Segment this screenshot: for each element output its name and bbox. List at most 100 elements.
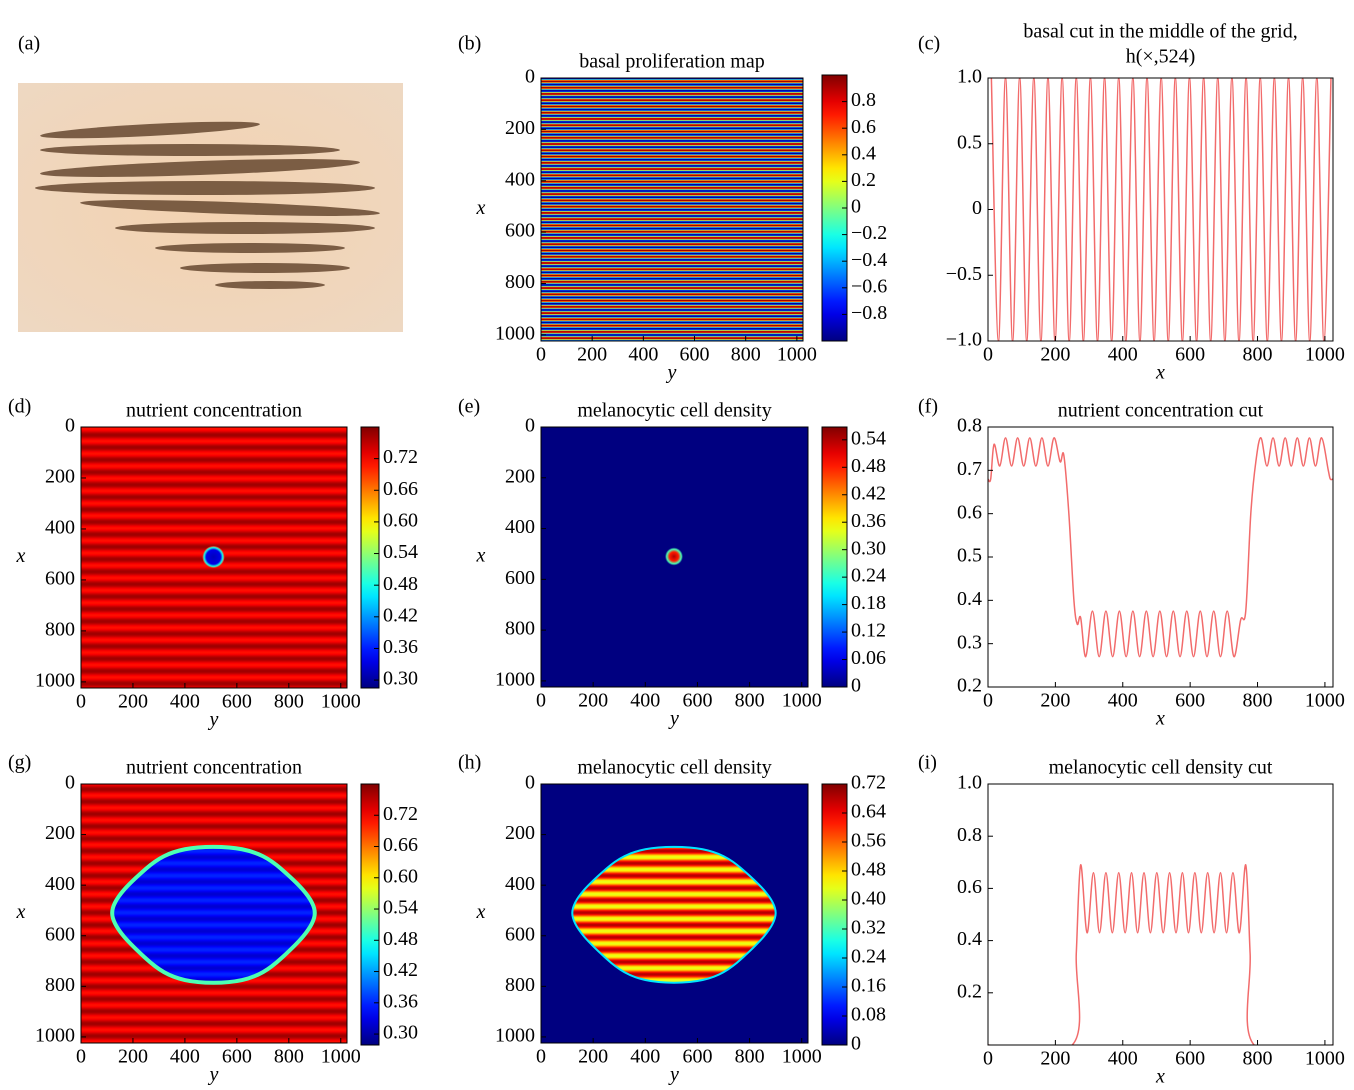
colorbar-tick-label: 0.6 [851, 116, 876, 138]
x-tick-label: 0 [983, 690, 993, 712]
x-tick-label: 200 [118, 691, 148, 713]
x-tick-label: 400 [1108, 1048, 1138, 1070]
colorbar-tick-label: 0.8 [851, 89, 876, 111]
panel: melanocytic cell density 0 200 400 600 800 100… [476, 757, 886, 1086]
y-tick-label: 0.4 [957, 928, 982, 950]
plot-area [990, 78, 1332, 341]
chart-title: nutrient concentration [126, 757, 302, 779]
y-tick-label: 200 [505, 465, 535, 487]
chart-title: melanocytic cell density cut [1049, 757, 1273, 779]
colorbar-tick-label: 0.48 [383, 573, 418, 595]
colorbar-tick-label: 0.32 [851, 917, 886, 939]
y-axis-label: x [16, 901, 26, 923]
y-tick-label: 0.4 [957, 588, 982, 610]
x-tick-label: 600 [682, 1046, 712, 1068]
colorbar-tick-label: 0.36 [851, 510, 886, 532]
colorbar-tick-label: 0 [851, 1033, 861, 1055]
photo [18, 83, 403, 332]
panel-label: (h) [458, 752, 481, 774]
x-axis-label: y [668, 1064, 679, 1086]
x-tick-label: 200 [577, 344, 607, 366]
y-tick-label: 0 [525, 772, 535, 794]
y-tick-label: 600 [45, 923, 75, 945]
colorbar-tick-label: −0.8 [851, 302, 887, 324]
y-tick-label: 0 [525, 66, 535, 88]
x-tick-label: 600 [1175, 690, 1205, 712]
x-tick-label: 400 [1108, 344, 1138, 366]
y-tick-label: 1000 [35, 1025, 75, 1047]
x-tick-label: 1000 [321, 691, 361, 713]
chart-title: nutrient concentration cut [1058, 400, 1264, 422]
panel: melanocytic cell density cut 0 200 400 600 80… [957, 757, 1345, 1088]
y-tick-label: 400 [505, 168, 535, 190]
colorbar-tick-label: 0.66 [383, 834, 418, 856]
x-tick-label: 400 [1108, 690, 1138, 712]
colorbar-tick-label: 0.16 [851, 975, 886, 997]
chart-title: basal proliferation map [579, 51, 765, 73]
y-tick-label: 1.0 [957, 772, 982, 794]
colorbar-tick-label: 0.54 [383, 541, 418, 563]
x-tick-label: 600 [682, 690, 712, 712]
plot-area [988, 437, 1333, 658]
panel: melanocytic cell density 0 200 400 600 800 100… [476, 400, 886, 730]
colorbar-tick-label: 0.72 [383, 803, 418, 825]
colorbar-tick-label: 0.30 [851, 537, 886, 559]
panel-label: (e) [458, 396, 480, 418]
colorbar-tick-label: 0.72 [851, 772, 886, 794]
y-tick-label: 0.3 [957, 631, 982, 653]
y-tick-label: 600 [505, 923, 535, 945]
y-tick-label: 800 [505, 974, 535, 996]
colorbar-tick-label: 0.42 [851, 482, 886, 504]
x-tick-label: 200 [1040, 690, 1070, 712]
x-tick-label: 800 [735, 690, 765, 712]
y-tick-label: 0.6 [957, 876, 982, 898]
y-tick-label: 1000 [35, 669, 75, 691]
x-tick-label: 400 [170, 691, 200, 713]
y-tick-label: 200 [505, 822, 535, 844]
chart-title: basal cut in the middle of the grid, [1023, 21, 1297, 43]
y-tick-label: 0.8 [957, 824, 982, 846]
x-tick-label: 0 [536, 344, 546, 366]
x-tick-label: 600 [222, 691, 252, 713]
panel-label: (c) [918, 33, 940, 55]
colorbar-tick-label: 0.42 [383, 959, 418, 981]
x-axis-label: y [208, 1064, 219, 1086]
x-tick-label: 1000 [782, 1046, 822, 1068]
colorbar-tick-label: 0.12 [851, 620, 886, 642]
x-tick-label: 200 [118, 1046, 148, 1068]
x-tick-label: 0 [983, 344, 993, 366]
colorbar-tick-label: 0.24 [851, 946, 886, 968]
y-tick-label: 1.0 [957, 66, 982, 88]
plot-area [541, 78, 803, 341]
x-axis-label: y [668, 708, 679, 730]
plot-area [541, 784, 808, 1043]
x-tick-label: 1000 [1305, 690, 1345, 712]
heatmap-region [110, 844, 317, 985]
x-tick-label: 400 [630, 1046, 660, 1068]
y-tick-label: 1000 [495, 669, 535, 691]
heatmap-image [541, 78, 803, 341]
colorbar-tick-label: 0.60 [383, 865, 418, 887]
colorbar-tick-label: 0.72 [383, 446, 418, 468]
panel-label: (b) [458, 33, 481, 55]
colorbar-tick-label: 0.64 [851, 801, 886, 823]
data-line [988, 437, 1333, 658]
y-axis-label: x [476, 901, 486, 923]
x-tick-label: 200 [1040, 1048, 1070, 1070]
panel: basal proliferation map 0 200 400 600 800 1000… [476, 51, 888, 384]
y-tick-label: 0.5 [957, 545, 982, 567]
x-tick-label: 1000 [782, 690, 822, 712]
axes-frame [540, 77, 804, 342]
x-tick-label: 0 [76, 1046, 86, 1068]
chart-title: nutrient concentration [126, 400, 302, 422]
x-tick-label: 0 [76, 691, 86, 713]
axes-frame [80, 783, 348, 1044]
x-tick-label: 400 [170, 1046, 200, 1068]
y-tick-label: 0.8 [957, 415, 982, 437]
x-axis-label: x [1155, 1066, 1165, 1088]
colorbar-tick-label: −0.4 [851, 249, 887, 271]
y-tick-label: 400 [45, 873, 75, 895]
x-axis-label: x [1155, 708, 1165, 730]
